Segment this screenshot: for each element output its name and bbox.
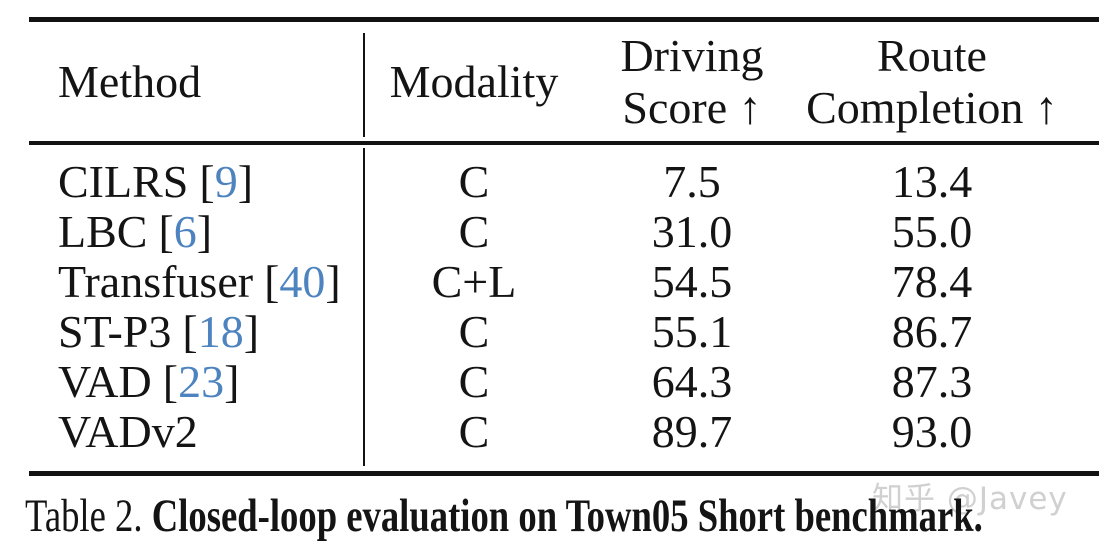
col-header-driving-score: Driving Score ↑ [584,30,800,134]
table-header-row: Method Modality Driving Score ↑ Route Co… [29,22,1099,141]
col-header-route-completion-line1: Route [877,29,987,81]
caption-text: Closed-loop evaluation on Town05 Short b… [151,490,983,542]
modality-cell: C [458,306,490,357]
table-top-rule [29,17,1099,22]
citation-bracket-open: [ [264,256,280,307]
citation-number[interactable]: 18 [197,306,244,357]
driving-score-cell: 54.5 [651,256,733,307]
citation-bracket-open: [ [162,356,179,407]
method-cell: LBC [6] [29,205,364,258]
citation-bracket-close: ] [243,306,260,357]
citation-link[interactable]: [23] [163,356,240,407]
citation-bracket-open: [ [182,306,198,357]
citation-link[interactable]: [9] [199,156,253,207]
col-header-route-completion-line2: Completion ↑ [806,81,1058,133]
col-header-driving-score-line2: Score ↑ [622,81,762,133]
driving-score-cell: 64.3 [651,356,733,407]
col-header-driving-score-line1: Driving [620,29,764,81]
method-name: VAD [58,356,152,407]
table-row: CILRS [9] C 7.5 13.4 [29,155,1099,208]
citation-bracket-close: ] [237,156,254,207]
table-row: Transfuser [40] C+L 54.5 78.4 [29,255,1099,308]
citation-link[interactable]: [40] [264,256,341,307]
method-name: Transfuser [58,256,254,307]
method-name: LBC [58,206,148,257]
citation-bracket-close: ] [196,206,213,257]
citation-link[interactable]: [18] [182,306,259,357]
driving-score-cell: 89.7 [651,406,733,457]
citation-number[interactable]: 40 [279,256,326,307]
table-bottom-rule [29,471,1099,476]
col-header-modality: Modality [389,55,559,107]
route-completion-cell: 86.7 [891,306,973,357]
route-completion-cell: 78.4 [891,256,973,307]
zhihu-watermark: 知乎 @Javey [872,481,1068,517]
col-header-method: Method [58,55,202,107]
table-body: CILRS [9] C 7.5 13.4 LBC [6] C 31.0 55.0 T… [29,146,1099,458]
column-divider-body [363,148,365,466]
citation-number[interactable]: 9 [214,156,238,207]
table-row: ST-P3 [18] C 55.1 86.7 [29,305,1099,358]
modality-cell: C [458,156,490,207]
method-cell: ST-P3 [18] [29,305,364,358]
citation-bracket-open: [ [199,156,215,207]
method-cell: VAD [23] [29,355,364,408]
modality-cell: C [458,356,490,407]
modality-cell: C [458,206,490,257]
route-completion-cell: 93.0 [891,406,973,457]
modality-cell: C+L [431,256,517,307]
table-row: VADv2 C 89.7 93.0 [29,405,1099,458]
method-cell: VADv2 [29,405,364,458]
table-row: LBC [6] C 31.0 55.0 [29,205,1099,258]
driving-score-cell: 55.1 [651,306,733,357]
driving-score-cell: 7.5 [663,156,721,207]
modality-cell: C [458,406,490,457]
table-caption: Table 2. Closed-loop evaluation on Town0… [25,489,983,543]
method-cell: Transfuser [40] [29,255,364,308]
caption-label: Table 2. [25,490,143,542]
route-completion-cell: 13.4 [891,156,973,207]
driving-score-cell: 31.0 [651,206,733,257]
citation-number[interactable]: 23 [178,356,225,407]
method-name: ST-P3 [58,306,172,357]
citation-link[interactable]: [6] [158,206,212,257]
col-header-route-completion: Route Completion ↑ [800,30,1064,134]
table-row: VAD [23] C 64.3 87.3 [29,355,1099,408]
method-name: CILRS [58,156,189,207]
citation-bracket-open: [ [158,206,174,257]
method-cell: CILRS [9] [29,155,364,208]
method-name: VADv2 [58,406,198,457]
citation-bracket-close: ] [224,356,240,407]
citation-bracket-close: ] [325,256,341,307]
table-mid-rule [29,141,1099,145]
column-divider-header [363,33,365,137]
route-completion-cell: 55.0 [891,206,973,257]
route-completion-cell: 87.3 [891,356,973,407]
citation-number[interactable]: 6 [173,206,197,257]
